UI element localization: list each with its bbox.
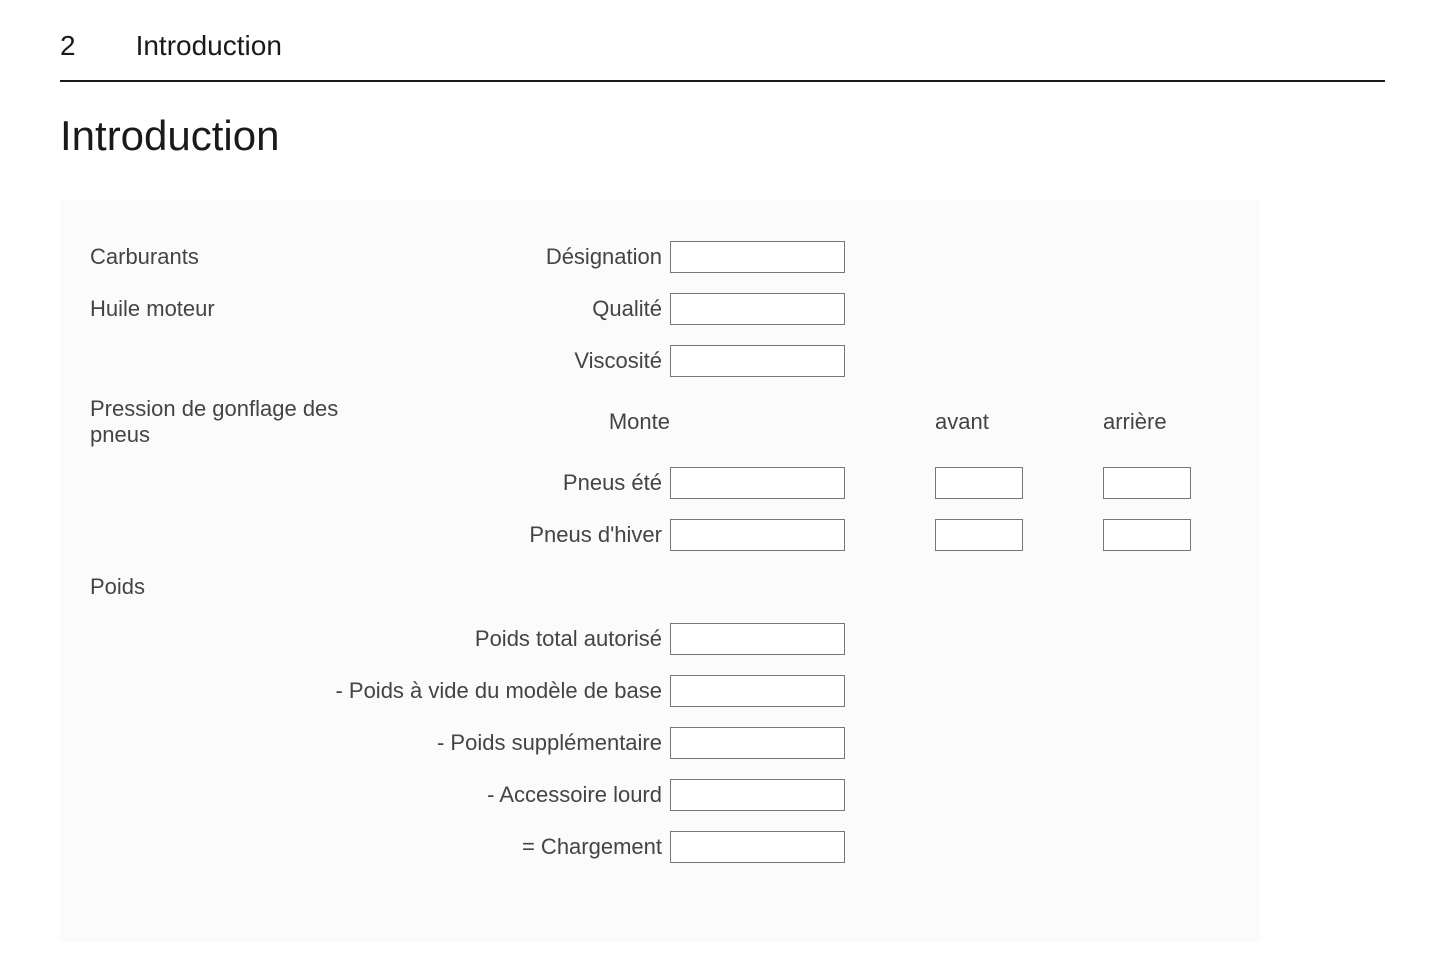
page-title: Introduction: [60, 112, 1385, 160]
input-poids-total[interactable]: [670, 623, 845, 655]
label-pneus-ete: Pneus été: [380, 470, 670, 496]
label-poids-total: Poids total autorisé: [380, 626, 670, 652]
row-poids-label: Poids: [90, 570, 1230, 604]
label-arriere: arrière: [1103, 409, 1191, 435]
input-qualite[interactable]: [670, 293, 845, 325]
row-huile-qualite: Huile moteur Qualité: [90, 292, 1230, 326]
input-designation[interactable]: [670, 241, 845, 273]
input-pneus-ete-arriere[interactable]: [1103, 467, 1191, 499]
input-pneus-hiver-arriere[interactable]: [1103, 519, 1191, 551]
row-poids-vide: - Poids à vide du modèle de base: [90, 674, 1230, 708]
vehicle-data-form: Carburants Désignation Huile moteur Qual…: [60, 200, 1260, 942]
label-pneus-hiver: Pneus d'hiver: [380, 522, 670, 548]
label-chargement: = Chargement: [380, 834, 670, 860]
header-section-title: Introduction: [136, 30, 282, 62]
input-poids-vide[interactable]: [670, 675, 845, 707]
label-accessoire: - Accessoire lourd: [380, 782, 670, 808]
row-poids-total: Poids total autorisé: [90, 622, 1230, 656]
label-poids: Poids: [90, 574, 380, 600]
row-pneus-hiver: Pneus d'hiver: [90, 518, 1230, 552]
input-poids-supp[interactable]: [670, 727, 845, 759]
page-root: 2 Introduction Introduction Carburants D…: [0, 0, 1445, 942]
row-pression-header: Pression de gonflage des pneus Monte ava…: [90, 396, 1230, 448]
row-viscosite: Viscosité: [90, 344, 1230, 378]
row-poids-supp: - Poids supplémentaire: [90, 726, 1230, 760]
label-avant: avant: [935, 409, 1023, 435]
input-pneus-ete-monte[interactable]: [670, 467, 845, 499]
input-viscosite[interactable]: [670, 345, 845, 377]
page-number: 2: [60, 30, 76, 62]
page-header: 2 Introduction: [60, 30, 1385, 82]
label-pression: Pression de gonflage des pneus: [90, 396, 380, 448]
row-chargement: = Chargement: [90, 830, 1230, 864]
row-pneus-ete: Pneus été: [90, 466, 1230, 500]
label-monte: Monte: [380, 409, 670, 435]
label-qualite: Qualité: [380, 296, 670, 322]
input-pneus-ete-avant[interactable]: [935, 467, 1023, 499]
input-pneus-hiver-monte[interactable]: [670, 519, 845, 551]
input-accessoire[interactable]: [670, 779, 845, 811]
input-chargement[interactable]: [670, 831, 845, 863]
row-accessoire: - Accessoire lourd: [90, 778, 1230, 812]
label-huile-moteur: Huile moteur: [90, 296, 380, 322]
label-carburants: Carburants: [90, 244, 380, 270]
label-viscosite: Viscosité: [380, 348, 670, 374]
label-poids-supp: - Poids supplémentaire: [380, 730, 670, 756]
row-carburants: Carburants Désignation: [90, 240, 1230, 274]
label-designation: Désignation: [380, 244, 670, 270]
input-pneus-hiver-avant[interactable]: [935, 519, 1023, 551]
label-poids-vide: - Poids à vide du modèle de base: [310, 678, 670, 704]
